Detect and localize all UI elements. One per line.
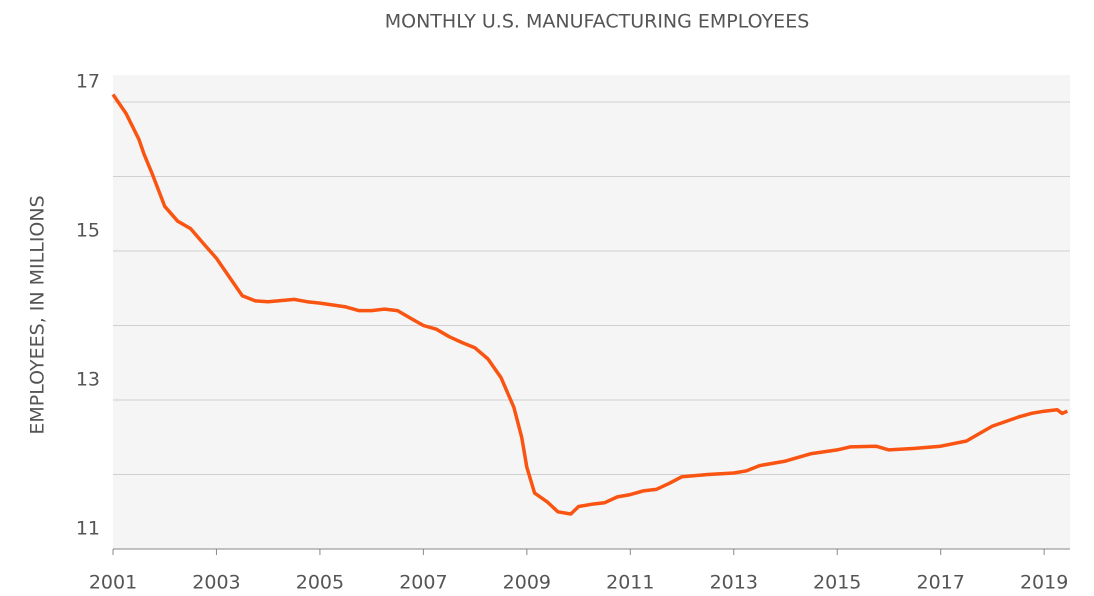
y-tick-label: 13	[76, 369, 100, 391]
x-tick-label: 2017	[916, 572, 964, 594]
x-tick-label: 2005	[296, 572, 344, 594]
y-tick-label: 15	[76, 220, 100, 242]
x-tick-label: 2019	[1020, 572, 1068, 594]
x-tick-label: 2011	[606, 572, 654, 594]
x-tick-label: 2001	[89, 572, 137, 594]
x-tick-label: 2007	[399, 572, 447, 594]
plot-background	[113, 75, 1070, 549]
series-line	[111, 93, 1069, 516]
x-tick-label: 2015	[813, 572, 861, 594]
y-axis-label: EMPLOYEES, IN MILLIONS	[27, 195, 49, 434]
x-tick-label: 2003	[192, 572, 240, 594]
chart-title: MONTHLY U.S. MANUFACTURING EMPLOYEES	[385, 11, 810, 33]
x-tick-label: 2009	[503, 572, 551, 594]
x-tick-label: 2013	[710, 572, 758, 594]
y-tick-label: 11	[76, 518, 100, 540]
y-tick-label: 17	[76, 71, 100, 93]
